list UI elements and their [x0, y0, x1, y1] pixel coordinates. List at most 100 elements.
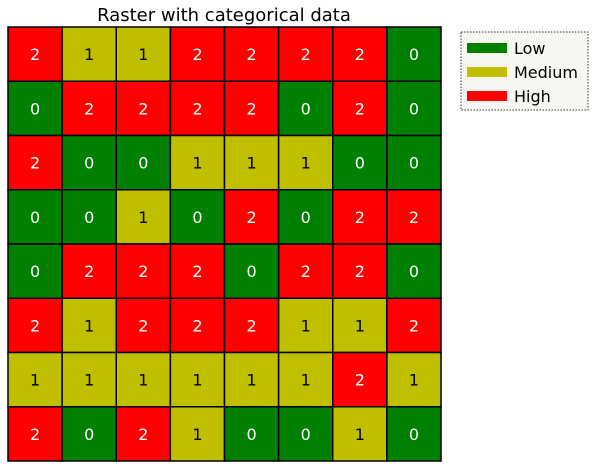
cell-value-label: 0 [246, 425, 256, 444]
cell-value-label: 1 [355, 316, 365, 335]
cell-value-label: 1 [192, 425, 202, 444]
cell-value-label: 0 [30, 99, 40, 118]
raster-cell [223, 351, 280, 408]
cell-value-label: 1 [301, 316, 311, 335]
raster-cell [169, 80, 226, 137]
cell-value-label: 2 [409, 208, 419, 227]
cell-value-label: 0 [30, 262, 40, 281]
cell-value-label: 2 [355, 208, 365, 227]
cell-value-label: 2 [355, 99, 365, 118]
raster-cell [169, 189, 226, 245]
cell-value-label: 1 [409, 371, 419, 390]
cell-value-label: 2 [138, 316, 148, 335]
cell-value-label: 0 [301, 425, 311, 444]
cell-value-label: 2 [301, 262, 311, 281]
raster-cell [277, 80, 334, 137]
raster-cell [7, 351, 63, 408]
cell-value-label: 0 [409, 262, 419, 281]
cell-value-label: 0 [246, 262, 256, 281]
cell-value-label: 2 [192, 45, 202, 64]
cell-value-label: 2 [246, 316, 256, 335]
cell-value-label: 2 [84, 262, 94, 281]
cell-value-label: 2 [301, 45, 311, 64]
cell-value-label: 2 [138, 262, 148, 281]
cell-value-label: 2 [30, 154, 40, 173]
raster-cell [386, 406, 442, 462]
legend: Low Medium High [460, 31, 589, 111]
raster-cell [277, 297, 334, 354]
cell-value-label: 1 [84, 371, 94, 390]
raster-cell [61, 80, 118, 137]
cell-value-label: 2 [192, 316, 202, 335]
raster-cell [115, 134, 172, 191]
cell-value-label: 2 [355, 262, 365, 281]
cell-value-label: 0 [355, 154, 365, 173]
raster-cell [115, 189, 172, 245]
legend-label: Low [514, 39, 546, 58]
cell-value-label: 0 [409, 154, 419, 173]
cell-value-label: 1 [84, 316, 94, 335]
raster-cell [386, 80, 442, 137]
cell-value-label: 1 [355, 425, 365, 444]
cell-value-label: 1 [30, 371, 40, 390]
raster-cell [277, 351, 334, 408]
cell-value-label: 2 [246, 45, 256, 64]
cell-value-label: 2 [246, 99, 256, 118]
cell-value-label: 2 [138, 425, 148, 444]
cell-value-label: 2 [355, 45, 365, 64]
chart-title: Raster with categorical data [97, 5, 351, 26]
raster-cell [223, 243, 280, 299]
raster-cell [115, 406, 172, 462]
raster-cell [386, 26, 442, 82]
cell-value-label: 0 [84, 425, 94, 444]
cell-value-label: 1 [301, 371, 311, 390]
raster-cell [169, 134, 226, 191]
raster-grid: 2 1 1 2 2 2 2 0 0 2 2 2 2 0 2 0 2 0 0 1 1 1 0 0 0 0 1 0 2 0 2 2 0 2 2 2 0 2 2 0… [7, 26, 442, 462]
cell-value-label: 1 [246, 154, 256, 173]
cell-value-label: 0 [84, 154, 94, 173]
cell-value-label: 2 [30, 425, 40, 444]
cell-value-label: 2 [84, 99, 94, 118]
plot-frame [7, 26, 442, 462]
cell-value-label: 0 [138, 154, 148, 173]
legend-swatch [467, 91, 507, 101]
cell-value-label: 0 [409, 425, 419, 444]
cell-value-label: 2 [30, 45, 40, 64]
raster-cell [61, 351, 118, 408]
cell-value-label: 2 [30, 316, 40, 335]
cell-value-label: 1 [138, 371, 148, 390]
raster-cell [332, 297, 388, 354]
raster-cell [169, 243, 226, 299]
legend-label: Medium [514, 63, 578, 82]
cell-value-label: 2 [192, 262, 202, 281]
raster-cell [332, 189, 388, 245]
cell-value-label: 2 [138, 99, 148, 118]
raster-cell [277, 26, 334, 82]
cell-value-label: 0 [84, 208, 94, 227]
raster-cell [223, 189, 280, 245]
raster-cell [223, 297, 280, 354]
cell-value-label: 2 [192, 99, 202, 118]
cell-value-label: 2 [246, 208, 256, 227]
raster-cell [386, 297, 442, 354]
cell-value-label: 1 [246, 371, 256, 390]
legend-swatch [467, 43, 507, 53]
cell-value-label: 1 [138, 45, 148, 64]
cell-value-label: 0 [301, 208, 311, 227]
raster-cell [223, 134, 280, 191]
raster-cell [386, 351, 442, 408]
cell-value-label: 1 [192, 371, 202, 390]
legend-label: High [514, 87, 551, 106]
raster-cell [223, 406, 280, 462]
cell-value-label: 1 [192, 154, 202, 173]
raster-cell [332, 134, 388, 191]
cell-value-label: 0 [192, 208, 202, 227]
cell-value-label: 0 [30, 208, 40, 227]
cell-value-label: 1 [138, 208, 148, 227]
cell-value-label: 0 [409, 45, 419, 64]
cell-value-label: 0 [301, 99, 311, 118]
raster-cell [61, 134, 118, 191]
raster-cell [61, 26, 118, 82]
raster-cell [332, 351, 388, 408]
